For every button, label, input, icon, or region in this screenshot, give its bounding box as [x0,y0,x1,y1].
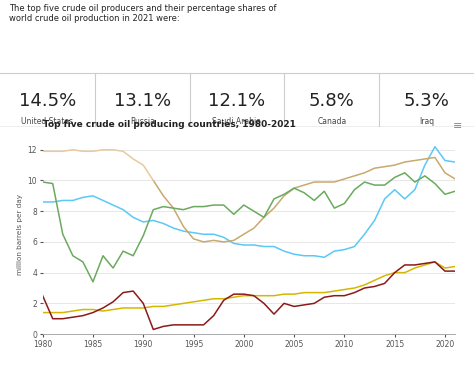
Text: Canada: Canada [317,117,346,126]
Y-axis label: million barrels per day: million barrels per day [18,194,23,275]
Text: 5.8%: 5.8% [309,93,355,110]
Text: 13.1%: 13.1% [114,93,171,110]
Text: The top five crude oil producers and their percentage shares of
world crude oil : The top five crude oil producers and the… [9,4,277,23]
Text: 14.5%: 14.5% [19,93,76,110]
Text: 12.1%: 12.1% [209,93,265,110]
Text: 5.3%: 5.3% [404,93,449,110]
Text: Russia: Russia [130,117,155,126]
Text: Iraq: Iraq [419,117,434,126]
Text: ≡: ≡ [453,121,462,131]
Legend: United States, Russia, Saudi Arabia, Canada, Iraq, Former U.S.S.R.: United States, Russia, Saudi Arabia, Can… [91,381,407,384]
Text: Top five crude oil producing countries, 1980-2021: Top five crude oil producing countries, … [43,121,295,129]
Text: United States: United States [21,117,73,126]
Text: Saudi Arabia: Saudi Arabia [212,117,262,126]
